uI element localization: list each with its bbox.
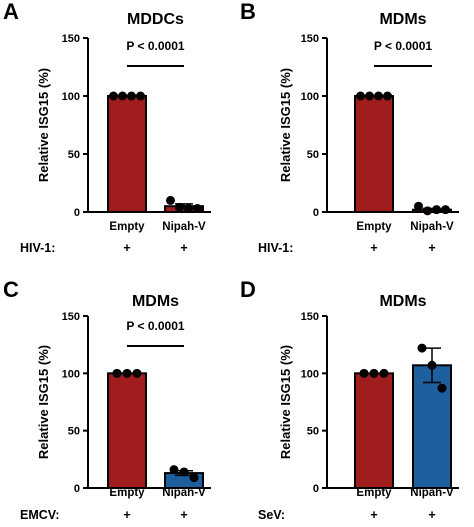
data-point [179,467,189,477]
data-point [423,206,432,216]
x-tick-label: Empty [109,221,145,233]
bar-empty [354,95,394,213]
significance-label: P < 0.0001 [126,39,184,53]
chart-panel-d: D MDMs Relative ISG15 (%) 0 50 100 150 Empty Nip… [240,277,459,522]
data-point [369,368,379,378]
treatment-value: + [123,241,130,255]
treatment-value: + [428,241,435,255]
data-point [356,91,365,101]
y-tick-label: 150 [301,33,319,45]
x-tick-label: Nipah-V [410,487,454,499]
treatment-value: + [370,241,377,255]
treatment-value: + [123,508,130,522]
treatment-value: + [180,241,187,255]
data-point [175,202,184,212]
y-axis-label: Relative ISG15 (%) [278,68,293,182]
chart-title: MDDCs [127,11,184,28]
data-point [417,343,427,353]
data-point [127,91,136,101]
data-point [379,368,389,378]
bar-empty [354,372,394,490]
chart-panel-a: A MDDCs Relative ISG15 (%) 0 50 100 150 P < 0.0… [3,0,211,255]
data-point [132,368,142,378]
x-tick-label: Nipah-V [410,221,454,233]
bar-nipah-v [412,364,452,490]
data-point [136,91,145,101]
y-tick-label: 150 [301,311,319,323]
data-point [432,205,441,215]
significance-label: P < 0.0001 [374,39,432,53]
chart-title: MDMs [379,11,426,28]
data-point [441,205,450,215]
data-point [118,91,127,101]
treatment-value: + [370,508,377,522]
treatment-label: HIV-1: [20,241,55,255]
chart-title: MDMs [379,293,426,310]
panel-letter: D [240,277,256,302]
y-tick-label: 0 [313,207,319,219]
data-point [365,91,374,101]
chart-panel-c: C MDMs Relative ISG15 (%) 0 50 100 150 P < 0.00… [3,277,211,522]
data-point [169,465,179,475]
y-tick-label: 50 [307,426,319,438]
x-tick-label: Empty [356,487,392,499]
data-point [122,368,132,378]
y-tick-label: 50 [68,426,80,438]
bar-empty [107,372,147,490]
y-axis-label: Relative ISG15 (%) [36,345,51,459]
y-axis-label: Relative ISG15 (%) [36,68,51,182]
y-tick-label: 100 [301,91,319,103]
data-point [427,360,437,370]
chart-title: MDMs [132,293,179,310]
treatment-label: EMCV: [20,508,60,522]
panel-letter: B [240,0,256,24]
y-tick-label: 150 [62,311,80,323]
treatment-label: HIV-1: [258,241,293,255]
treatment-value: + [428,508,435,522]
data-point [193,204,202,214]
y-tick-label: 0 [74,207,80,219]
x-tick-label: Nipah-V [162,487,206,499]
chart-panel-b: B MDMs Relative ISG15 (%) 0 50 100 150 P < 0.00… [240,0,459,255]
panel-letter: A [3,0,19,24]
y-tick-label: 0 [313,483,319,495]
data-point [184,204,193,214]
data-point [112,368,122,378]
y-tick-label: 100 [301,368,319,380]
data-point [166,195,175,205]
significance-label: P < 0.0001 [126,319,184,333]
y-tick-label: 100 [62,91,80,103]
y-tick-label: 0 [74,483,80,495]
treatment-label: SeV: [258,508,285,522]
y-tick-label: 100 [62,368,80,380]
x-tick-label: Nipah-V [162,221,206,233]
data-point [414,201,423,211]
data-point [383,91,392,101]
data-point [374,91,383,101]
panel-letter: C [3,277,19,302]
data-point [359,368,369,378]
treatment-value: + [180,508,187,522]
y-axis-label: Relative ISG15 (%) [278,345,293,459]
data-point [189,473,199,483]
x-tick-label: Empty [356,221,392,233]
data-point [109,91,118,101]
data-point [437,383,447,393]
y-tick-label: 150 [62,33,80,45]
y-tick-label: 50 [68,149,80,161]
y-tick-label: 50 [307,149,319,161]
x-tick-label: Empty [109,487,145,499]
bar-empty [107,95,147,213]
